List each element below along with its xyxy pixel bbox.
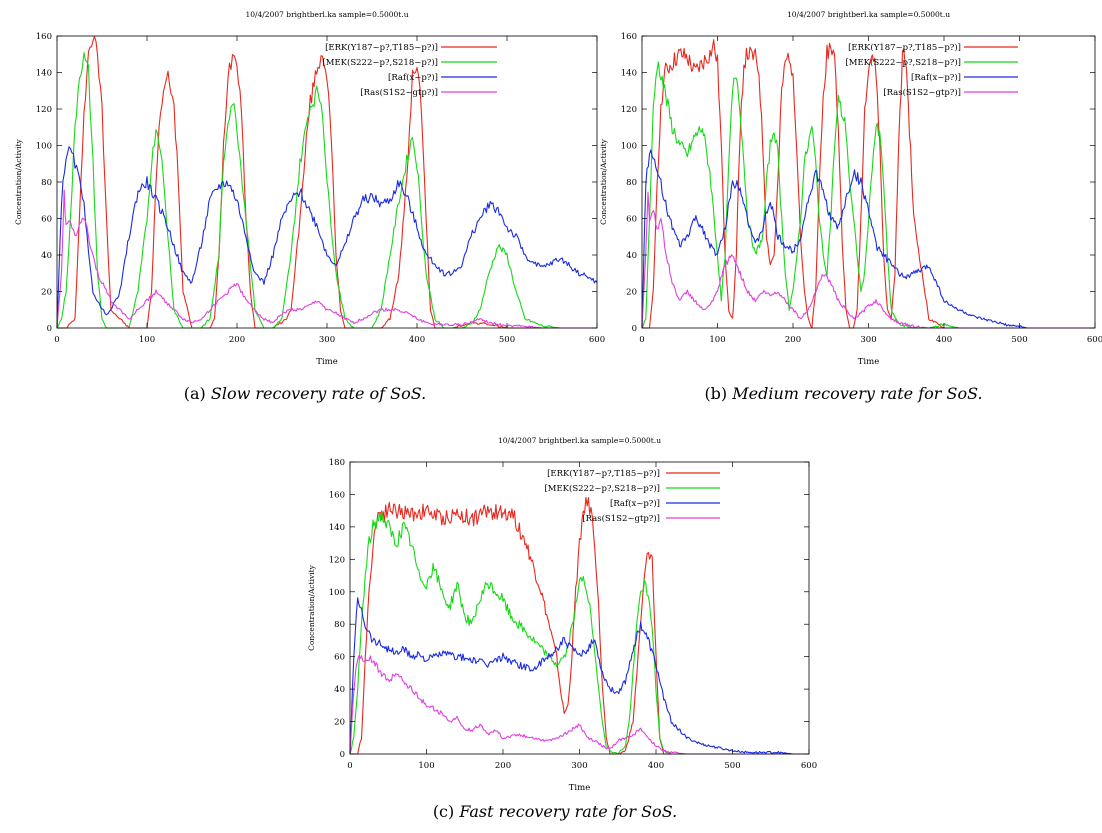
legend-label-3: [Raf(x~p?)] (610, 498, 660, 509)
series-line-2 (641, 61, 1095, 329)
legend-label-2: [MEK(S222~p?,S218~p?)] (845, 57, 961, 68)
series-line-2 (349, 510, 809, 755)
caption-a: (a) Slow recovery rate of SoS. (0, 384, 610, 403)
caption-a-label: (a) (183, 384, 206, 403)
plot-frame (349, 461, 810, 755)
chart-panel-b: 10/4/2007 brightberl.ka sample=0.5000t.u… (585, 0, 1102, 384)
y-tick-label: 40 (626, 251, 637, 261)
x-tick-label: 200 (495, 761, 511, 771)
x-axis-label: Time (569, 783, 590, 793)
y-tick-label: 100 (621, 142, 637, 152)
legend-label-1: [ERK(Y187~p?,T185~p?)] (848, 42, 961, 53)
y-tick-label: 0 (47, 324, 52, 334)
x-tick-label: 200 (785, 335, 801, 345)
y-tick-label: 140 (36, 69, 52, 79)
y-tick-label: 60 (41, 215, 52, 225)
x-tick-label: 100 (709, 335, 725, 345)
y-tick-label: 60 (334, 653, 345, 663)
y-tick-label: 180 (329, 458, 345, 468)
x-tick-label: 500 (724, 761, 740, 771)
x-tick-label: 400 (648, 761, 664, 771)
y-tick-label: 100 (36, 142, 52, 152)
x-tick-label: 100 (139, 335, 155, 345)
y-tick-label: 140 (329, 523, 345, 533)
x-tick-label: 300 (571, 761, 587, 771)
x-tick-label: 300 (860, 335, 876, 345)
y-tick-label: 20 (41, 288, 52, 298)
x-tick-label: 0 (347, 761, 352, 771)
series-line-3 (56, 146, 598, 329)
plot-frame (641, 35, 1096, 329)
legend-label-4: [Ras(S1S2~gtp?)] (582, 513, 660, 524)
series-line-4 (56, 189, 597, 329)
x-tick-label: 500 (1011, 335, 1027, 345)
x-axis-label: Time (316, 357, 337, 367)
chart-title: 10/4/2007 brightberl.ka sample=0.5000t.u (245, 10, 408, 19)
series-line-4 (349, 655, 809, 755)
y-tick-label: 100 (329, 588, 345, 598)
x-tick-label: 600 (801, 761, 817, 771)
y-tick-label: 160 (329, 490, 345, 500)
series-line-2 (56, 52, 597, 329)
x-tick-label: 100 (418, 761, 434, 771)
y-tick-label: 0 (340, 750, 345, 760)
x-tick-label: 0 (54, 335, 59, 345)
y-tick-label: 40 (41, 251, 52, 261)
y-tick-label: 80 (626, 178, 637, 188)
legend-label-4: [Ras(S1S2~gtp?)] (360, 87, 438, 98)
y-axis-label: Concentration/Activity (307, 564, 316, 651)
x-tick-label: 0 (639, 335, 644, 345)
series-line-1 (642, 39, 1095, 329)
x-tick-label: 600 (589, 335, 605, 345)
legend-label-1: [ERK(Y187~p?,T185~p?)] (547, 468, 660, 479)
legend-label-2: [MEK(S222~p?,S218~p?)] (322, 57, 438, 68)
y-tick-label: 20 (626, 288, 637, 298)
legend-label-3: [Raf(x~p?)] (911, 72, 961, 83)
caption-b-text: Medium recovery rate for SoS. (732, 384, 983, 403)
x-tick-label: 500 (499, 335, 515, 345)
legend-label-2: [MEK(S222~p?,S218~p?)] (544, 483, 660, 494)
legend-label-4: [Ras(S1S2~gtp?)] (883, 87, 961, 98)
y-tick-label: 120 (36, 105, 52, 115)
y-tick-label: 80 (41, 178, 52, 188)
caption-c-label: (c) (432, 802, 455, 821)
chart-c: 10/4/2007 brightberl.ka sample=0.5000t.u… (307, 436, 817, 793)
y-tick-label: 40 (334, 685, 345, 695)
y-tick-label: 0 (632, 324, 637, 334)
chart-a: 10/4/2007 brightberl.ka sample=0.5000t.u… (14, 10, 605, 367)
y-tick-label: 120 (329, 555, 345, 565)
y-axis-label: Concentration/Activity (14, 138, 23, 225)
series-line-3 (349, 597, 809, 755)
chart-title: 10/4/2007 brightberl.ka sample=0.5000t.u (787, 10, 950, 19)
series-line-3 (641, 149, 1095, 329)
y-tick-label: 160 (621, 32, 637, 42)
caption-c-text: Fast recovery rate for SoS. (459, 802, 678, 821)
caption-c: (c) Fast recovery rate for SoS. (290, 802, 820, 821)
y-axis-label: Concentration/Activity (599, 138, 608, 225)
x-tick-label: 200 (229, 335, 245, 345)
y-tick-label: 80 (334, 620, 345, 630)
y-tick-label: 160 (36, 32, 52, 42)
caption-a-text: Slow recovery rate of SoS. (210, 384, 427, 403)
chart-panel-a: 10/4/2007 brightberl.ka sample=0.5000t.u… (0, 0, 610, 384)
x-axis-label: Time (858, 357, 879, 367)
y-tick-label: 20 (334, 718, 345, 728)
caption-b-label: (b) (704, 384, 728, 403)
chart-panel-c: 10/4/2007 brightberl.ka sample=0.5000t.u… (290, 428, 820, 802)
x-tick-label: 300 (319, 335, 335, 345)
legend-label-3: [Raf(x~p?)] (388, 72, 438, 83)
chart-title: 10/4/2007 brightberl.ka sample=0.5000t.u (498, 436, 661, 445)
caption-b: (b) Medium recovery rate for SoS. (585, 384, 1102, 403)
series-line-1 (350, 496, 809, 755)
y-tick-label: 60 (626, 215, 637, 225)
y-tick-label: 140 (621, 69, 637, 79)
chart-b: 10/4/2007 brightberl.ka sample=0.5000t.u… (599, 10, 1102, 367)
y-tick-label: 120 (621, 105, 637, 115)
x-tick-label: 400 (409, 335, 425, 345)
x-tick-label: 600 (1087, 335, 1102, 345)
x-tick-label: 400 (936, 335, 952, 345)
legend-label-1: [ERK(Y187~p?,T185~p?)] (325, 42, 438, 53)
